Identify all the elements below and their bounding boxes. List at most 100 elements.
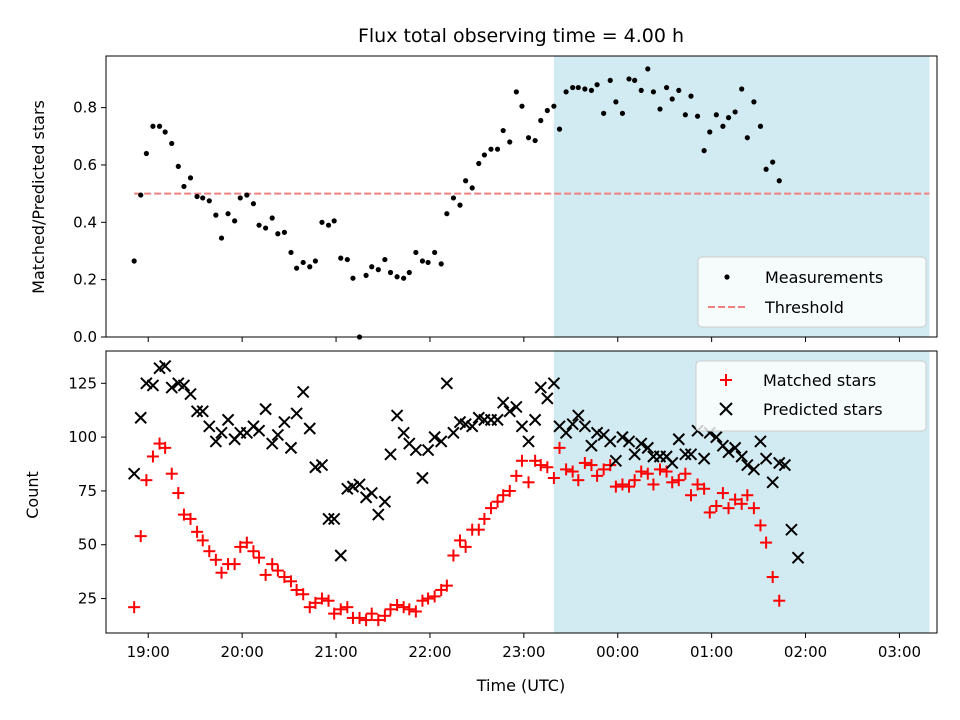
predicted-star-point [735, 450, 748, 463]
matched-star-point [735, 497, 748, 510]
matched-star-point [409, 605, 422, 618]
measurement-point [169, 140, 175, 147]
predicted-star-point [766, 476, 779, 489]
matched-star-point [585, 459, 598, 472]
matched-star-point [741, 489, 754, 502]
measurement-point [725, 115, 732, 121]
matched-star-point [628, 474, 641, 487]
matched-star-point [259, 568, 272, 581]
y-tick-label: 50 [78, 536, 97, 554]
measurement-point [275, 231, 281, 237]
measurement-point [476, 160, 482, 167]
predicted-star-point [710, 430, 723, 444]
measurement-point [419, 258, 426, 264]
measurement-point [331, 218, 337, 224]
predicted-star-point [334, 549, 347, 562]
top-axes-frame [105, 55, 938, 338]
bottom-y-axis-label: Count [23, 471, 42, 519]
predicted-star-point [541, 392, 554, 405]
measurement-point [713, 112, 719, 118]
matched-star-point [547, 472, 560, 485]
matched-star-point [773, 594, 786, 607]
matched-star-point [566, 465, 579, 478]
predicted-stars-legend-label: Predicted stars [763, 400, 883, 419]
measurement-point [250, 201, 257, 207]
measurement-point [175, 163, 181, 169]
top-y-axis-label: Matched/Predicted stars [29, 100, 48, 294]
matched-star-point [146, 450, 159, 463]
x-tick-label: 20:00 [221, 643, 264, 661]
predicted-star-point [196, 405, 209, 418]
matched-star-point [209, 553, 222, 566]
matched-star-point [128, 601, 141, 614]
predicted-star-point [365, 486, 378, 500]
predicted-star-point [635, 437, 648, 450]
matched-star-point [691, 478, 704, 491]
measurement-point [532, 137, 538, 144]
y-tick-label: 75 [78, 482, 97, 500]
measurement-point [312, 258, 318, 264]
predicted-star-point [559, 426, 573, 440]
matched-star-point [716, 487, 729, 500]
measurement-point [138, 192, 144, 198]
predicted-star-point [409, 443, 423, 457]
predicted-star-point [397, 426, 410, 440]
predicted-stars-points [127, 359, 805, 564]
bottom-panel: 25 50 75 100 125 19:00 20:00 21:00 22:00 23:00 00… [23, 350, 938, 695]
measurement-point [488, 146, 494, 152]
measurement-point [739, 86, 745, 92]
x-axis-label: Time (UTC) [476, 676, 565, 695]
matched-star-point [372, 614, 385, 627]
matched-star-point [478, 512, 491, 525]
matched-star-point [290, 583, 303, 596]
measurement-point [294, 265, 300, 271]
predicted-star-point [177, 379, 191, 392]
matched-star-point [416, 594, 429, 607]
matched-star-point [760, 536, 773, 549]
measurement-point [575, 84, 581, 91]
matched-star-point [747, 502, 760, 515]
matched-star-point [177, 508, 190, 521]
matched-star-point [172, 487, 185, 500]
predicted-star-point [684, 448, 698, 461]
measurement-point [350, 275, 356, 281]
top-x-ticks [147, 337, 900, 342]
measurement-point [181, 183, 187, 190]
measurement-point [551, 103, 557, 109]
predicted-star-point [515, 420, 529, 433]
predicted-star-point [616, 430, 629, 444]
measurement-point [206, 198, 212, 204]
matched-star-point [240, 536, 253, 549]
y-tick-label: 125 [68, 374, 97, 392]
predicted-star-point [622, 435, 636, 448]
matched-star-point [541, 461, 554, 474]
measurement-point [213, 212, 219, 218]
measurement-point [300, 259, 306, 266]
predicted-star-point [722, 445, 735, 459]
measurement-point [763, 166, 769, 172]
predicted-star-point [221, 413, 235, 427]
predicted-star-point [465, 420, 479, 433]
measurement-point [281, 229, 288, 235]
predicted-star-point [322, 512, 335, 526]
predicted-star-point [271, 428, 285, 442]
measurement-point [269, 215, 275, 221]
measurement-point [432, 249, 438, 256]
predicted-star-point [604, 435, 617, 448]
measurement-point [344, 256, 350, 263]
threshold-legend-label: Threshold [764, 298, 844, 317]
matched-star-point [196, 534, 209, 547]
predicted-star-point [158, 359, 172, 373]
predicted-star-point [327, 512, 341, 526]
predicted-star-point [759, 452, 773, 465]
matched-star-point [184, 512, 197, 525]
measurement-point [150, 123, 156, 129]
measurement-point [570, 84, 576, 91]
measurement-point [256, 222, 262, 228]
matched-star-point [672, 474, 685, 487]
predicted-star-point [421, 443, 435, 457]
measurement-point [375, 267, 381, 273]
measurement-point [645, 66, 651, 72]
measurement-point [387, 269, 394, 276]
predicted-star-point [303, 422, 316, 435]
